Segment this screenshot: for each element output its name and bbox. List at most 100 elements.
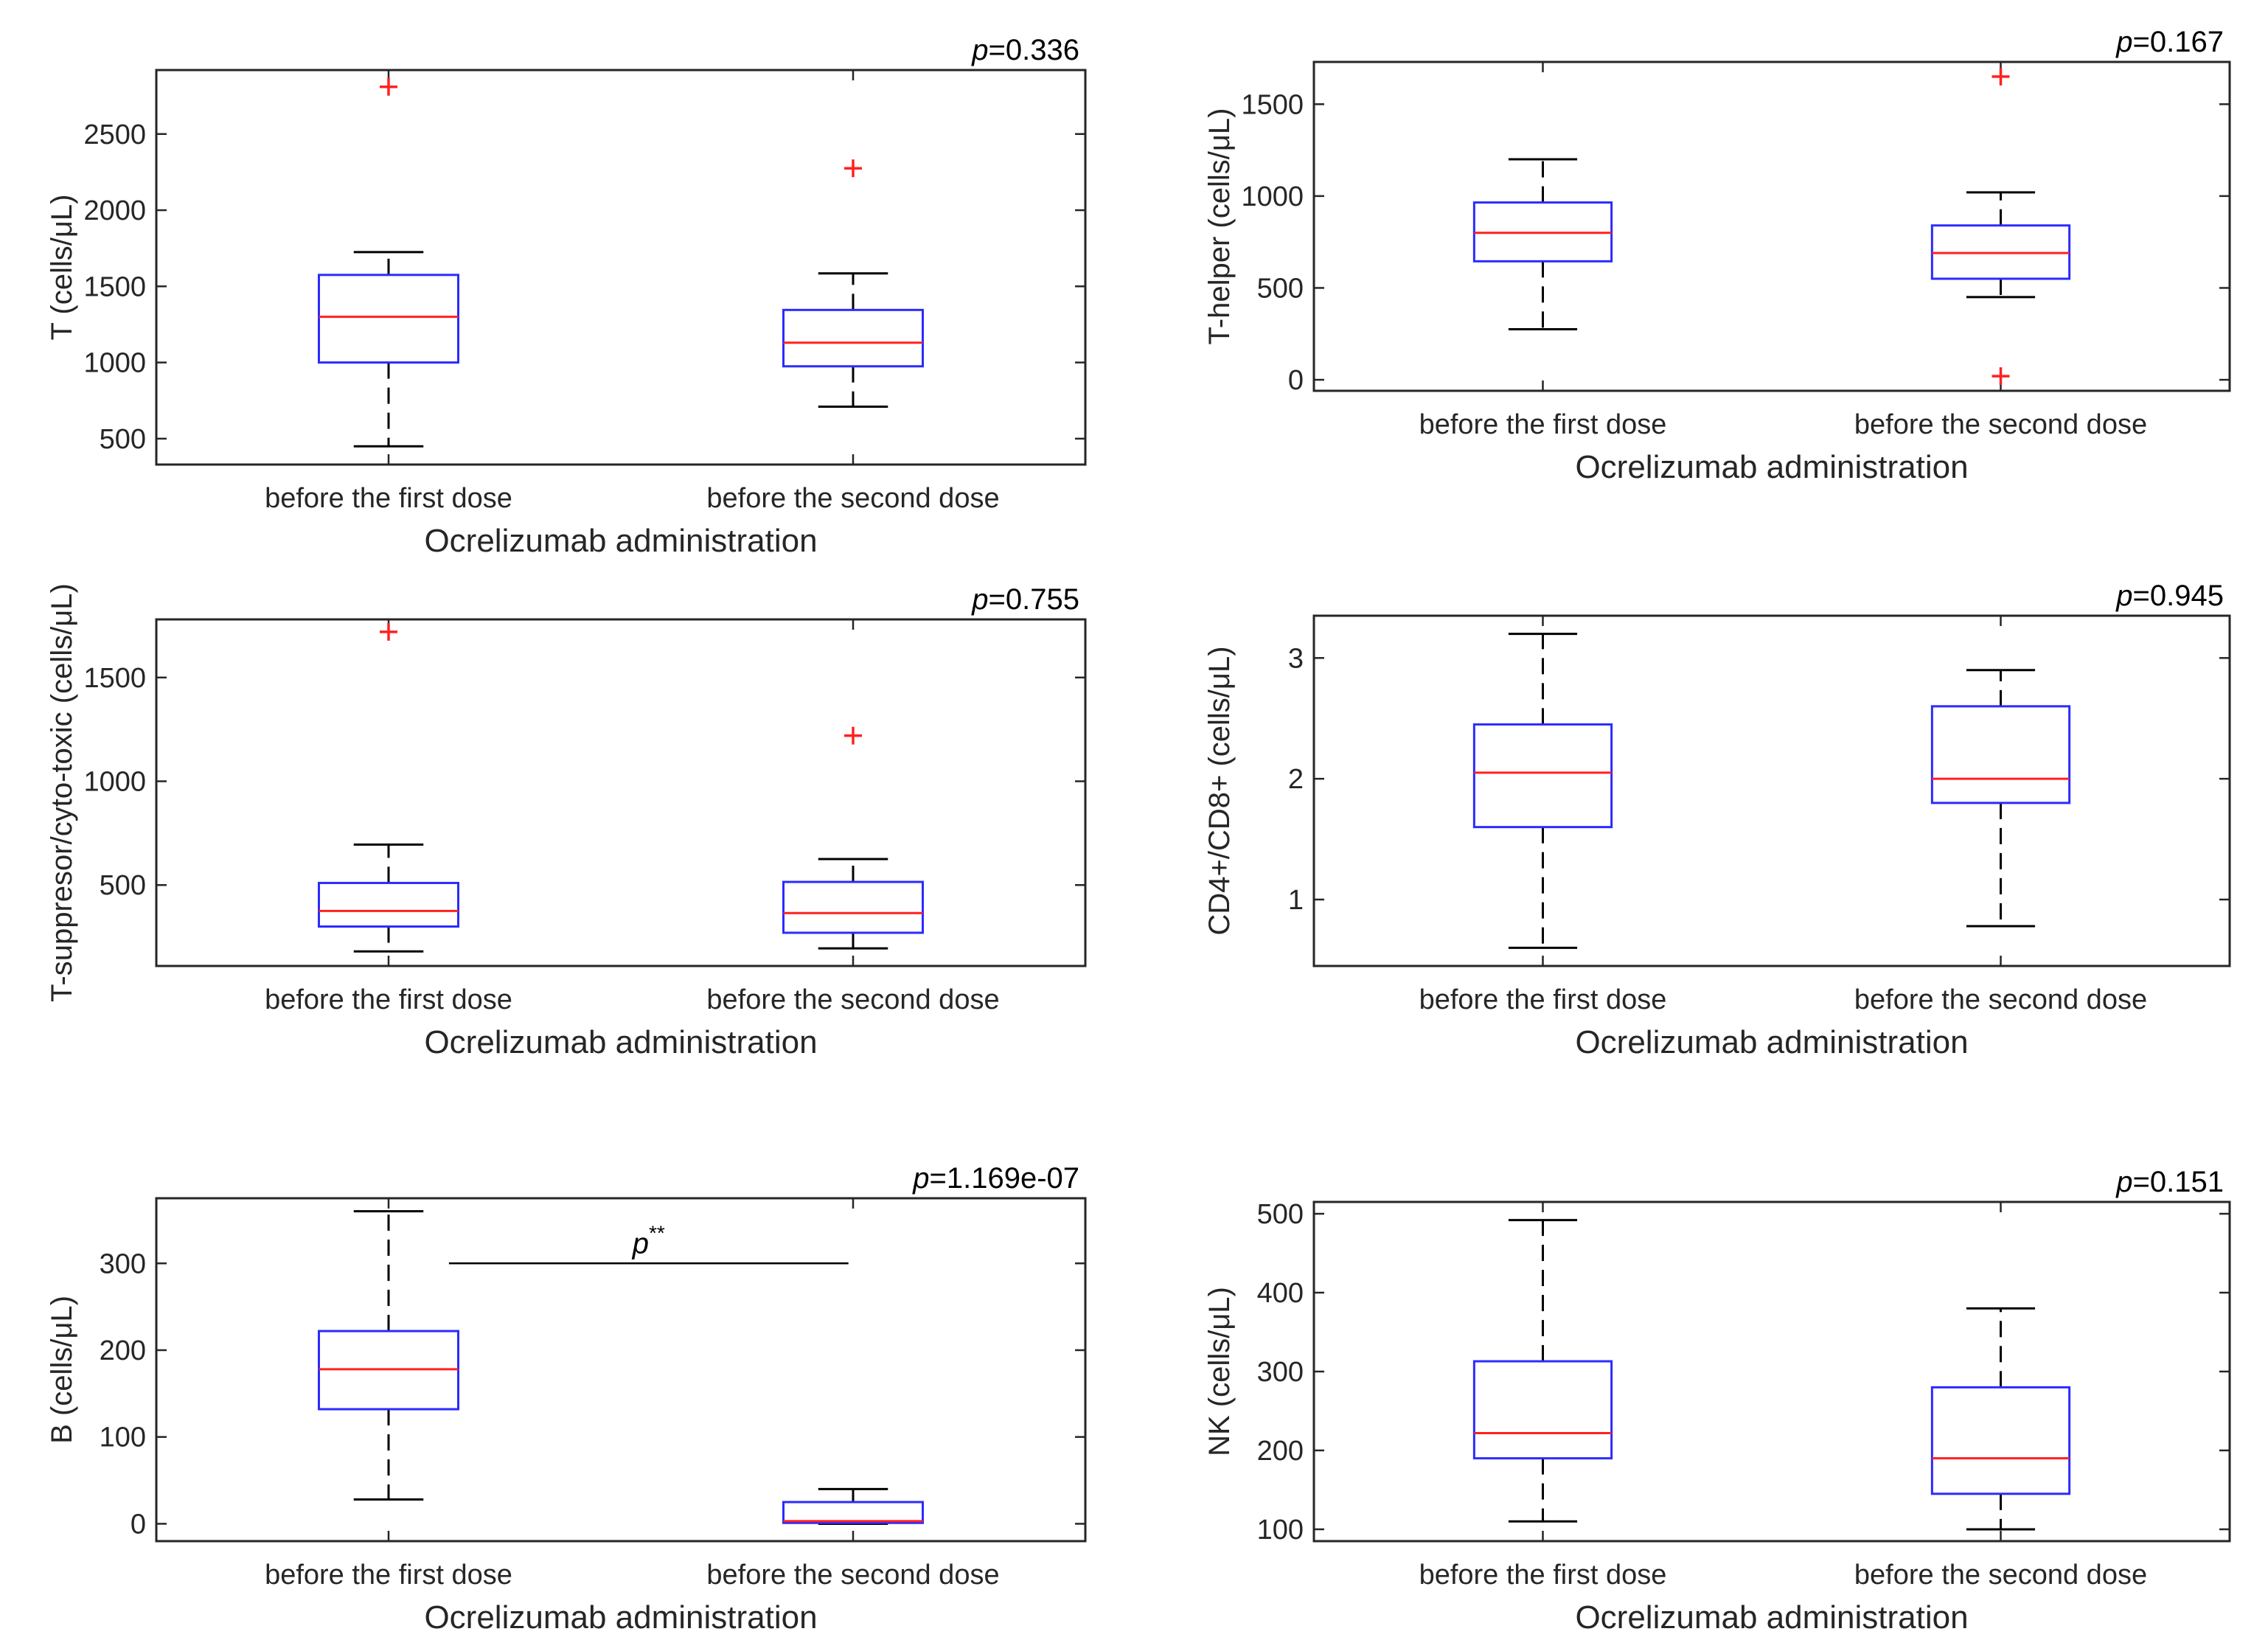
y-tick-label: 400: [1257, 1278, 1304, 1309]
x-tick-label: before the first dose: [1419, 984, 1667, 1015]
box-group: [1472, 1219, 1613, 1523]
significance-label: p**: [632, 1221, 665, 1259]
y-tick-label: 2000: [83, 195, 146, 226]
x-axis-label: Ocrelizumab administration: [424, 1599, 817, 1636]
y-axis-label: CD4+/CD8+ (cells/μL): [1203, 646, 1236, 935]
p-value: =0.336: [989, 34, 1079, 66]
outlier-marker: [380, 622, 397, 641]
x-tick-label: before the second dose: [706, 483, 999, 514]
y-tick-label: 1: [1288, 885, 1304, 916]
y-tick-label: 0: [1288, 365, 1304, 396]
box-group: [782, 726, 924, 950]
p-value-text: p=1.169e-07: [912, 1162, 1079, 1195]
box-group: [1930, 669, 2071, 928]
iqr-box: [1472, 1360, 1613, 1460]
y-tick-label: 200: [1257, 1436, 1304, 1467]
chart-panel-middle-left: 500 1000 1500 before the first dose before t…: [46, 583, 1087, 1060]
iqr-box: [782, 880, 924, 934]
y-axis-label: NK (cells/μL): [1203, 1287, 1236, 1456]
y-tick-label: 0: [131, 1509, 146, 1540]
box-group: [318, 1210, 459, 1501]
box-group: [318, 77, 459, 448]
iqr-box: [782, 308, 924, 368]
x-tick-label: before the first dose: [1419, 409, 1667, 440]
y-tick-label: 500: [100, 424, 146, 455]
x-axis-label: Ocrelizumab administration: [1575, 1599, 1968, 1636]
significance-stars: **: [649, 1221, 665, 1244]
p-symbol: p: [2115, 1166, 2132, 1198]
x-tick-label: before the second dose: [706, 1560, 999, 1591]
iqr-box: [1930, 705, 2071, 804]
chart-panel-bottom-left: 0 100 200 300 before the first dose before th…: [46, 1162, 1087, 1636]
y-tick-label: 500: [1257, 1199, 1304, 1230]
box-group: [1930, 1307, 2071, 1531]
x-tick-label: before the first dose: [265, 984, 512, 1015]
y-tick-label: 200: [100, 1335, 146, 1366]
y-tick-label: 100: [1257, 1515, 1304, 1546]
x-tick-label: before the second dose: [1854, 409, 2147, 440]
p-symbol: p: [912, 1162, 929, 1195]
axes-frame: [155, 69, 1087, 466]
box-group: [1472, 633, 1613, 949]
outlier-marker: [1992, 67, 2010, 86]
p-value: =1.169e-07: [929, 1162, 1079, 1195]
y-tick-label: 1500: [83, 663, 146, 694]
y-tick-label: 3: [1288, 643, 1304, 674]
iqr-box: [318, 274, 459, 364]
x-tick-label: before the first dose: [265, 1560, 512, 1591]
axes-frame: [155, 618, 1087, 967]
box-group: [782, 1487, 924, 1525]
box-group: [318, 622, 459, 953]
x-tick-label: before the second dose: [1854, 1560, 2147, 1591]
outlier-marker: [844, 726, 862, 745]
y-axis-label: T-helper (cells/μL): [1203, 108, 1236, 345]
axes-frame: [155, 1197, 1087, 1543]
y-tick-label: 1500: [1241, 89, 1304, 120]
p-value-text: p=0.151: [2115, 1166, 2224, 1198]
y-tick-label: 2: [1288, 764, 1304, 795]
x-axis-label: Ocrelizumab administration: [1575, 449, 1968, 485]
y-tick-label: 100: [100, 1422, 146, 1453]
y-axis-label: T (cells/μL): [46, 195, 78, 341]
y-tick-label: 1000: [1241, 181, 1304, 212]
p-symbol: p: [2115, 580, 2132, 612]
chart-panel-middle-right: 1 2 3 before the first dose before the secon…: [1203, 580, 2231, 1060]
p-value: =0.755: [989, 583, 1079, 616]
significance-p: p: [632, 1227, 649, 1259]
p-value-text: p=0.945: [2115, 580, 2224, 612]
outlier-marker: [1992, 367, 2010, 386]
y-tick-label: 500: [100, 870, 146, 901]
p-value-text: p=0.167: [2115, 26, 2224, 58]
outlier-marker: [844, 159, 862, 178]
y-tick-label: 300: [100, 1248, 146, 1279]
x-axis-label: Ocrelizumab administration: [424, 1024, 817, 1060]
box-group: [1930, 67, 2071, 386]
x-axis-label: Ocrelizumab administration: [424, 523, 817, 559]
y-tick-label: 500: [1257, 273, 1304, 304]
p-value-text: p=0.336: [971, 34, 1079, 66]
y-axis-label: B (cells/μL): [46, 1296, 78, 1444]
outlier-marker: [380, 77, 397, 96]
box-group: [782, 159, 924, 409]
axes-frame: [1312, 60, 2231, 392]
y-tick-label: 1000: [83, 767, 146, 798]
chart-panel-top-left: 500 1000 1500 2000 2500 before the first dose…: [46, 34, 1087, 559]
x-tick-label: before the first dose: [1419, 1560, 1667, 1591]
p-value: =0.945: [2133, 580, 2224, 612]
axes-frame: [1312, 614, 2231, 967]
p-symbol: p: [971, 583, 988, 616]
x-tick-label: before the second dose: [706, 984, 999, 1015]
y-tick-label: 2500: [83, 119, 146, 150]
iqr-box: [1472, 723, 1613, 829]
x-tick-label: before the first dose: [265, 483, 512, 514]
iqr-box: [782, 1501, 924, 1524]
box-group: [1472, 158, 1613, 331]
p-symbol: p: [2115, 26, 2132, 58]
chart-panel-top-right: 0 500 1000 1500 before the first dose before …: [1203, 26, 2231, 485]
y-axis-label: T-suppresor/cyto-toxic (cells/μL): [46, 583, 78, 1002]
y-tick-label: 1500: [83, 271, 146, 302]
p-symbol: p: [971, 34, 988, 66]
x-axis-label: Ocrelizumab administration: [1575, 1024, 1968, 1060]
x-tick-label: before the second dose: [1854, 984, 2147, 1015]
